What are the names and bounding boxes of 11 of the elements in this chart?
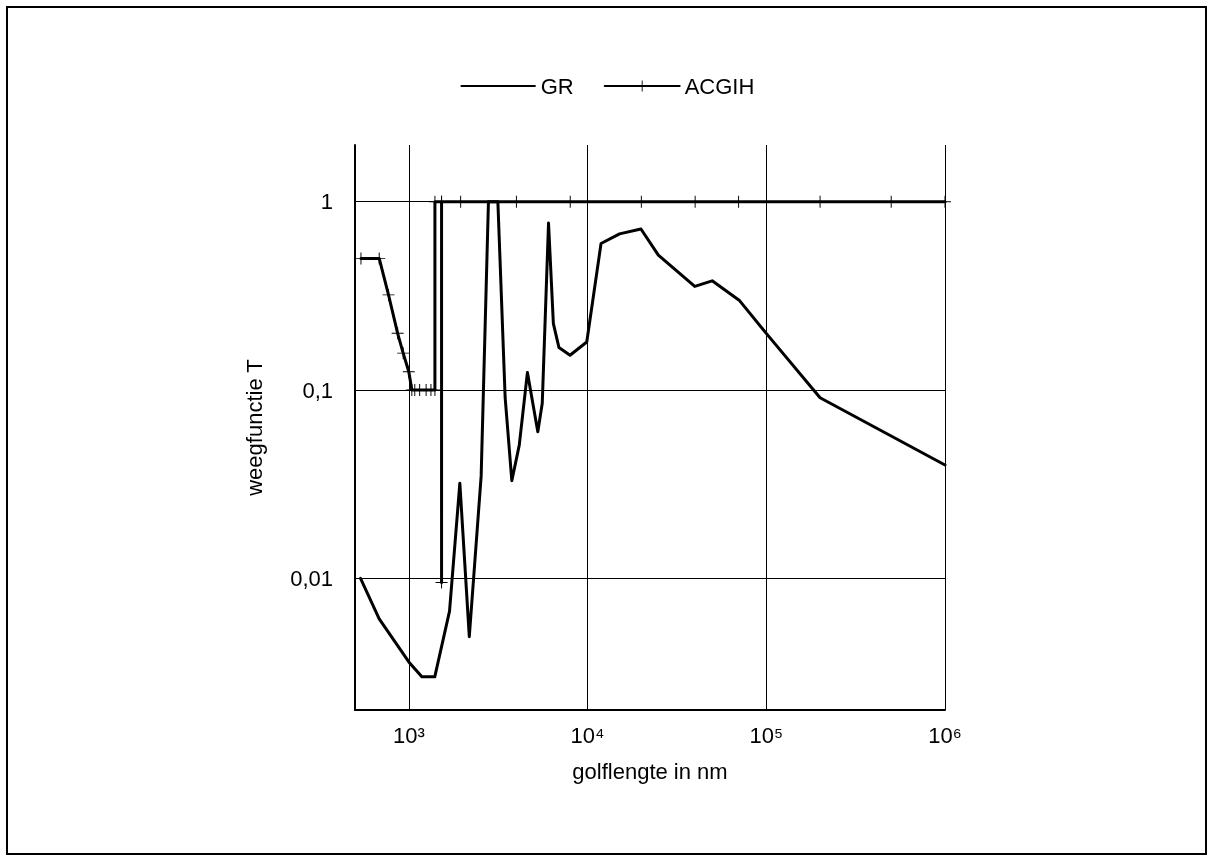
x-tick-label: 10⁵ [749, 722, 784, 748]
x-tick-label: 10³ [392, 722, 425, 748]
legend-label: ACGIH [684, 73, 755, 99]
legend-label: GR [540, 73, 574, 99]
y-axis-title: weegfunctie T [241, 359, 267, 497]
x-tick-label: 10⁶ [928, 722, 962, 748]
y-tick-label: 0,01 [290, 565, 333, 591]
y-tick-label: 1 [320, 189, 333, 215]
x-axis-title: golflengte in nm [572, 758, 728, 784]
x-tick-label: 10⁴ [570, 722, 605, 748]
y-tick-label: 0,1 [302, 377, 333, 403]
